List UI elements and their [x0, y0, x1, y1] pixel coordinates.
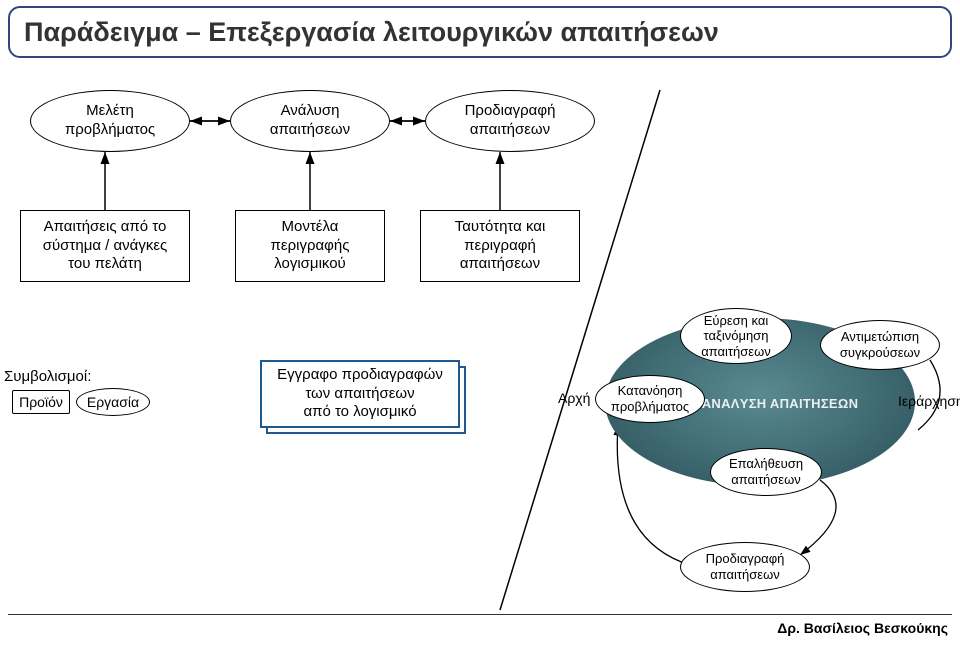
cycle-hierarchy-label: Ιεράρχηση — [898, 393, 960, 409]
legend-task-label: Εργασία — [87, 394, 139, 410]
cloud-analysis-label: Ανάλυση απαιτήσεων — [270, 102, 350, 140]
cycle-validate-label: Επαλήθευση απαιτήσεων — [729, 456, 803, 487]
legend-product: Προϊόν — [12, 390, 70, 414]
cycle-specout-label: Προδιαγραφή απαιτήσεων — [706, 551, 785, 582]
cycle-center: ANAΛYΣH AΠAITHΣEΩN — [700, 396, 860, 411]
cycle-understand-label: Κατανόηση προβλήματος — [611, 383, 689, 414]
rect-models: Μοντέλα περιγραφής λογισμικού — [235, 210, 385, 282]
cycle-find: Εύρεση και ταξινόμηση απαιτήσεων — [680, 308, 792, 364]
cloud-analysis: Ανάλυση απαιτήσεων — [230, 90, 390, 152]
rect-identity-label: Ταυτότητα και περιγραφή απαιτήσεων — [455, 218, 546, 274]
rect-reqs: Απαιτήσεις από το σύστημα / ανάγκες του … — [20, 210, 190, 282]
cycle-start-label: Αρχή — [558, 390, 590, 406]
rect-models-label: Μοντέλα περιγραφής λογισμικού — [271, 218, 350, 274]
cycle-conflict: Αντιμετώπιση συγκρούσεων — [820, 320, 940, 370]
deliverable: Εγγραφο προδιαγραφών των απαιτήσεων από … — [260, 360, 466, 434]
footer-author: Δρ. Βασίλειος Βεσκούκης — [777, 620, 948, 636]
deliverable-label: Εγγραφο προδιαγραφών των απαιτήσεων από … — [277, 366, 443, 422]
cloud-study: Μελέτη προβλήματος — [30, 90, 190, 152]
legend-task: Εργασία — [76, 388, 150, 416]
cycle-validate: Επαλήθευση απαιτήσεων — [710, 448, 822, 496]
legend-title: Συμβολισμοί: — [4, 368, 91, 385]
cycle-specout: Προδιαγραφή απαιτήσεων — [680, 542, 810, 592]
rect-reqs-label: Απαιτήσεις από το σύστημα / ανάγκες του … — [43, 218, 168, 274]
cloud-spec-label: Προδιαγραφή απαιτήσεων — [465, 102, 556, 140]
cloud-study-label: Μελέτη προβλήματος — [65, 102, 155, 140]
cycle-understand: Κατανόηση προβλήματος — [595, 375, 705, 423]
cloud-spec: Προδιαγραφή απαιτήσεων — [425, 90, 595, 152]
legend-product-label: Προϊόν — [19, 394, 63, 410]
cycle-conflict-label: Αντιμετώπιση συγκρούσεων — [840, 329, 920, 360]
cycle-find-label: Εύρεση και ταξινόμηση απαιτήσεων — [701, 313, 771, 360]
title-box: Παράδειγμα – Επεξεργασία λειτουργικών απ… — [8, 6, 952, 58]
slide-title: Παράδειγμα – Επεξεργασία λειτουργικών απ… — [24, 17, 719, 48]
rect-identity: Ταυτότητα και περιγραφή απαιτήσεων — [420, 210, 580, 282]
footer-divider — [8, 614, 952, 615]
